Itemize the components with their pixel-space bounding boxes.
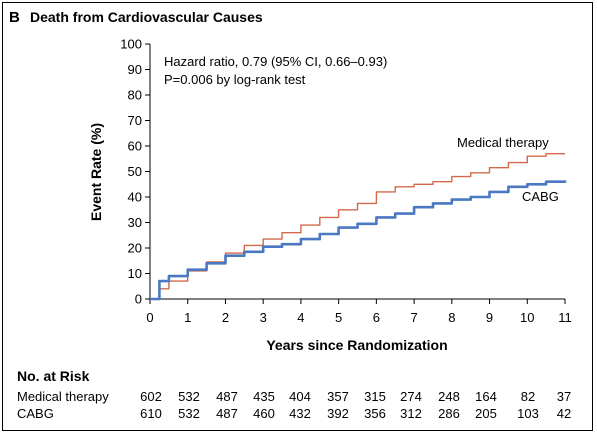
y-axis-title: Event Rate (%) bbox=[88, 123, 104, 221]
series-label-medical-therapy: Medical therapy bbox=[457, 135, 549, 150]
risk-cell: 392 bbox=[327, 406, 349, 421]
risk-cell: 610 bbox=[140, 406, 162, 421]
y-tick-label: 80 bbox=[128, 88, 142, 103]
risk-cell: 103 bbox=[517, 406, 539, 421]
risk-cell: 432 bbox=[289, 406, 311, 421]
risk-cell: 404 bbox=[289, 389, 311, 404]
x-tick-label: 7 bbox=[410, 310, 417, 325]
x-tick-label: 11 bbox=[558, 310, 572, 325]
y-tick-label: 50 bbox=[128, 164, 142, 179]
y-tick-label: 40 bbox=[128, 190, 142, 205]
risk-cell: 487 bbox=[216, 406, 238, 421]
risk-cell: 37 bbox=[557, 389, 571, 404]
y-tick-label: 0 bbox=[135, 292, 142, 307]
y-tick-label: 30 bbox=[128, 215, 142, 230]
risk-cell: 286 bbox=[438, 406, 460, 421]
risk-table-header: No. at Risk bbox=[17, 368, 90, 384]
hazard-ratio-annotation: Hazard ratio, 0.79 (95% CI, 0.66–0.93) bbox=[164, 54, 387, 69]
risk-cell: 82 bbox=[521, 389, 535, 404]
y-tick-label: 60 bbox=[128, 139, 142, 154]
risk-cell: 315 bbox=[364, 389, 386, 404]
risk-cell: 435 bbox=[253, 389, 275, 404]
x-tick-label: 1 bbox=[184, 310, 191, 325]
y-tick-label: 90 bbox=[128, 62, 142, 77]
risk-cell: 312 bbox=[400, 406, 422, 421]
pvalue-annotation: P=0.006 by log-rank test bbox=[164, 72, 306, 87]
risk-cell: 532 bbox=[178, 406, 200, 421]
y-tick-label: 70 bbox=[128, 113, 142, 128]
risk-row-label-cabg: CABG bbox=[17, 406, 54, 421]
risk-cell: 487 bbox=[216, 389, 238, 404]
x-tick-label: 9 bbox=[486, 310, 493, 325]
series-label-cabg: CABG bbox=[522, 189, 559, 204]
y-tick-label: 10 bbox=[128, 266, 142, 281]
y-tick-label: 20 bbox=[128, 241, 142, 256]
series-line-cabg bbox=[150, 180, 567, 301]
risk-cell: 532 bbox=[178, 389, 200, 404]
risk-cell: 274 bbox=[400, 389, 422, 404]
x-tick-label: 0 bbox=[146, 310, 153, 325]
risk-cell: 357 bbox=[327, 389, 349, 404]
panel-letter: B bbox=[9, 9, 20, 26]
risk-cell: 460 bbox=[253, 406, 275, 421]
risk-cell: 42 bbox=[557, 406, 571, 421]
risk-cell: 602 bbox=[140, 389, 162, 404]
risk-cell: 164 bbox=[475, 389, 497, 404]
risk-cell: 205 bbox=[475, 406, 497, 421]
risk-cell: 356 bbox=[364, 406, 386, 421]
x-tick-label: 6 bbox=[373, 310, 380, 325]
y-tick-label: 100 bbox=[120, 37, 142, 52]
x-tick-label: 8 bbox=[448, 310, 455, 325]
x-tick-label: 10 bbox=[520, 310, 534, 325]
figure-frame bbox=[2, 2, 593, 431]
x-tick-label: 3 bbox=[260, 310, 267, 325]
x-tick-label: 2 bbox=[222, 310, 229, 325]
x-tick-label: 5 bbox=[335, 310, 342, 325]
risk-row-label-medical-therapy: Medical therapy bbox=[17, 389, 109, 404]
chart-title: Death from Cardiovascular Causes bbox=[30, 9, 263, 25]
x-tick-label: 4 bbox=[297, 310, 304, 325]
x-axis-title: Years since Randomization bbox=[266, 337, 447, 353]
risk-cell: 248 bbox=[438, 389, 460, 404]
